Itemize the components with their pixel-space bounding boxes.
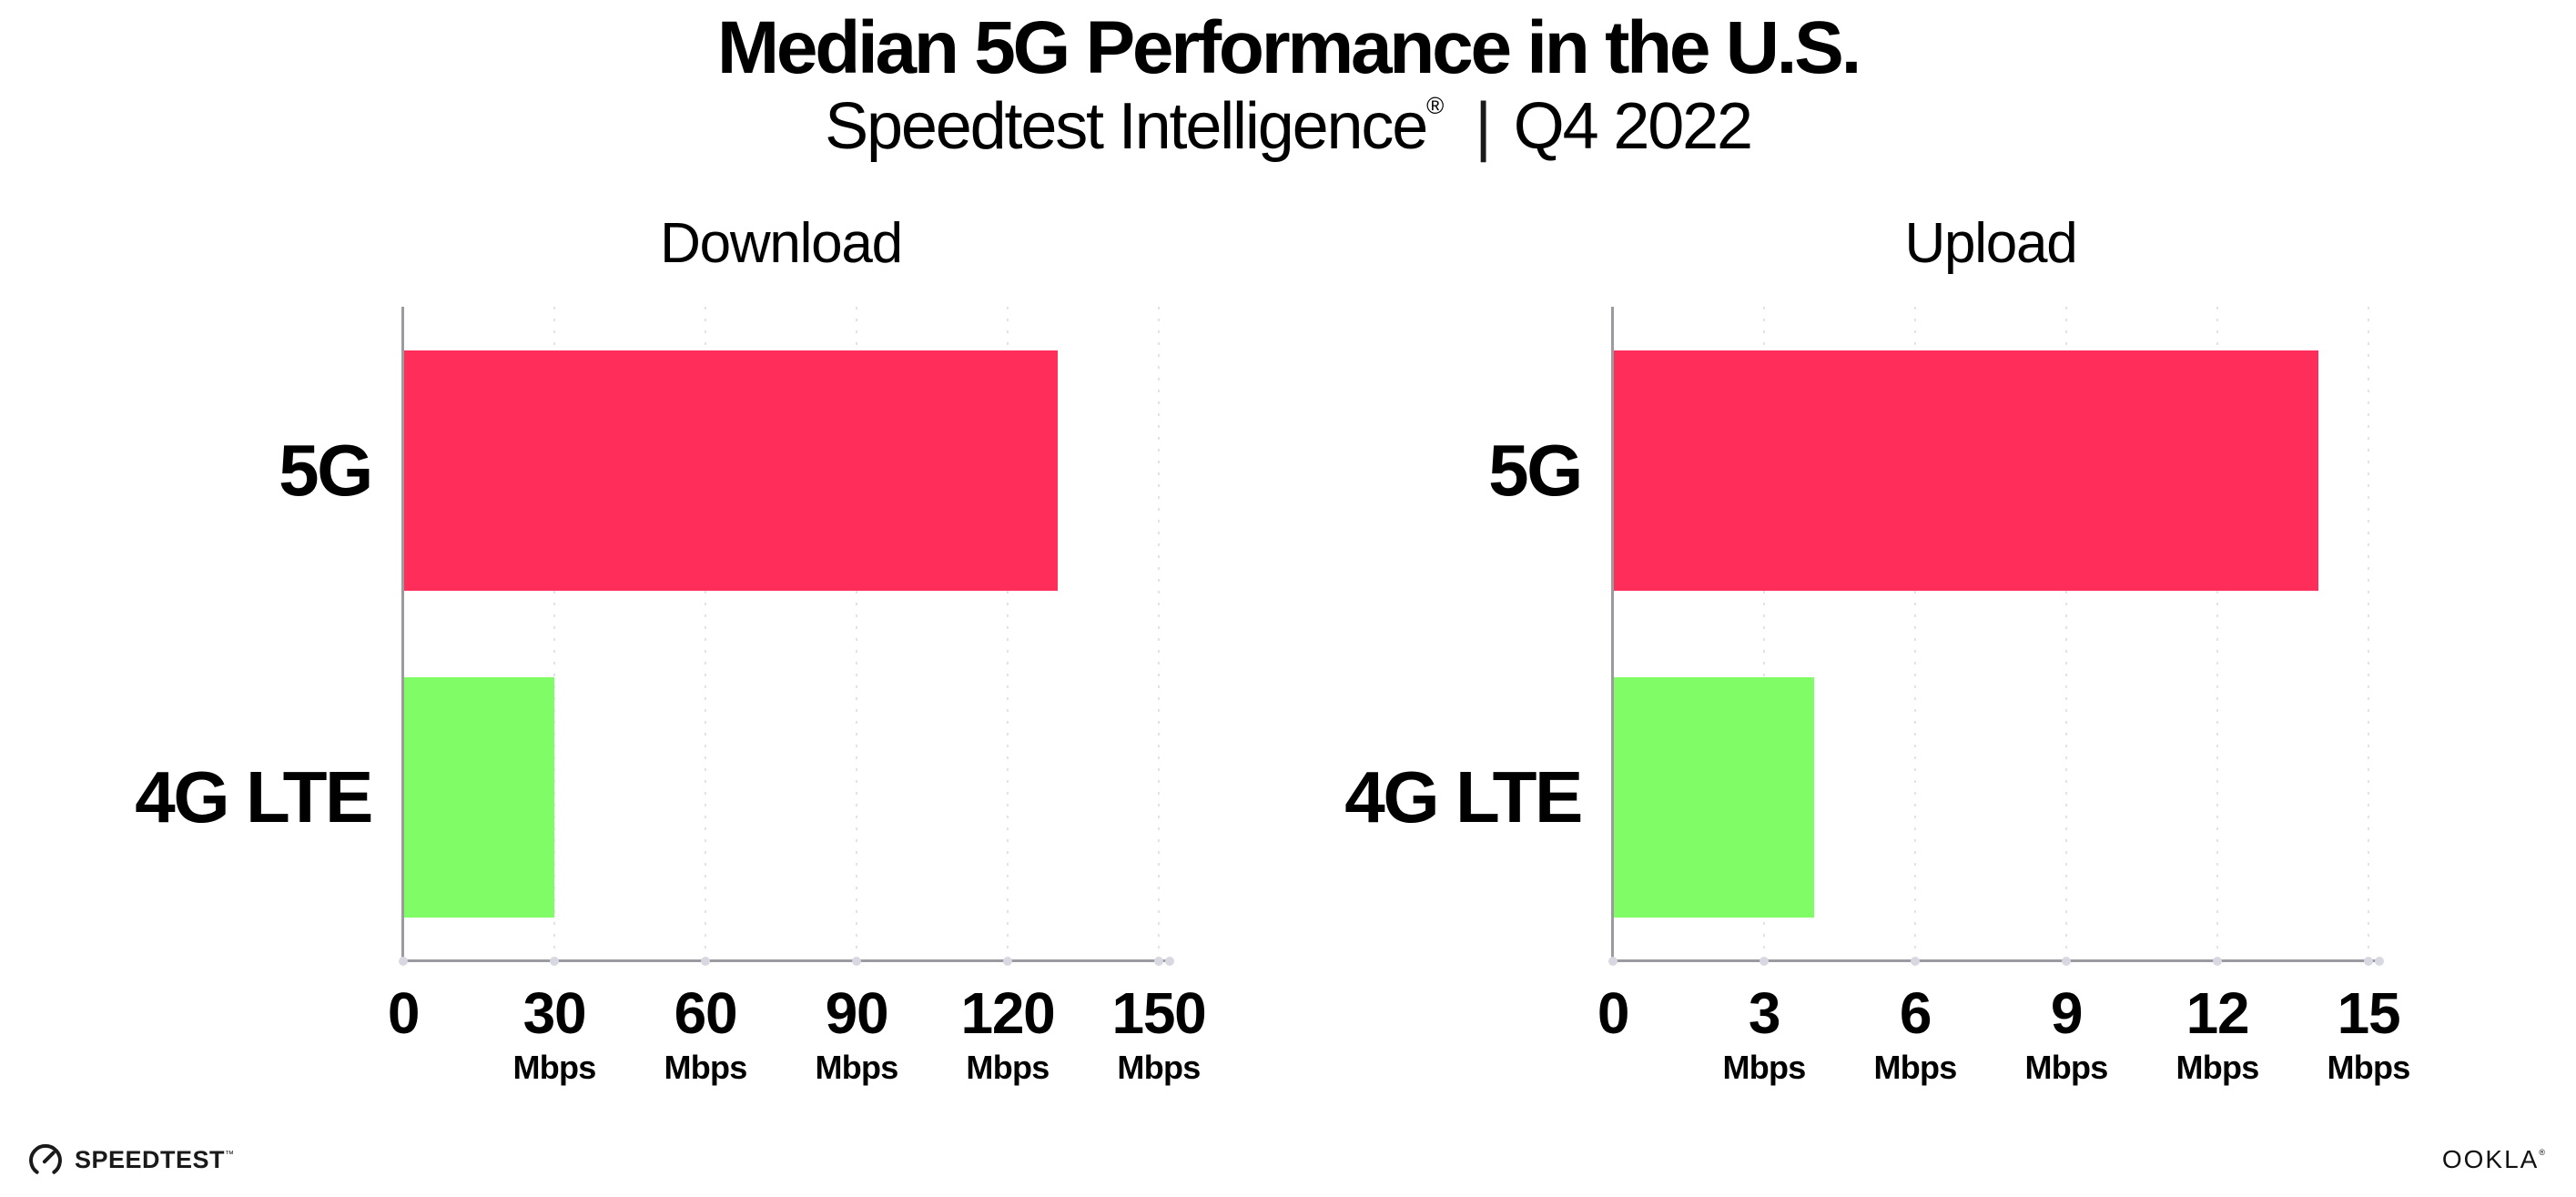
upload-chart-title: Upload	[1904, 212, 2077, 275]
x-tick-unit: Mbps	[966, 1049, 1050, 1086]
subtitle-period: Q4 2022	[1513, 90, 1753, 163]
gridline-9-mbps	[2065, 307, 2067, 960]
download-chart-title: Download	[660, 212, 903, 275]
x-tick-9-mbps: 9 Mbps	[2024, 980, 2108, 1086]
speedtest-logo: SPEEDTEST™	[25, 1140, 235, 1180]
x-tick-value: 90	[825, 980, 889, 1046]
x-tick-0: 0	[387, 980, 421, 1046]
axis-tick-dot	[550, 957, 559, 966]
axis-tick-dot	[1760, 957, 1769, 966]
x-tick-unit: Mbps	[2327, 1049, 2410, 1086]
bar-4g-lte-upload	[1613, 676, 1815, 918]
speedtest-logo-text: SPEEDTEST™	[75, 1145, 235, 1173]
x-tick-15-mbps: 15 Mbps	[2327, 980, 2410, 1086]
x-tick-value: 6	[1899, 980, 1932, 1046]
bar-5g-download	[403, 350, 1059, 591]
x-tick-value: 9	[2050, 980, 2084, 1046]
category-label-5g: 5G	[279, 429, 373, 511]
x-tick-unit: Mbps	[664, 1049, 747, 1086]
axis-tick-dot	[1911, 957, 1920, 966]
gridline-3-mbps	[1763, 307, 1765, 960]
x-tick-unit: Mbps	[2175, 1049, 2259, 1086]
x-tick-value: 12	[2186, 980, 2250, 1046]
axis-tick-dot	[399, 957, 408, 966]
trademark-icon: ™	[225, 1149, 235, 1160]
axis-tick-dot	[1154, 957, 1163, 966]
axis-tick-dot	[2213, 957, 2222, 966]
axis-tick-dot	[1608, 957, 1618, 966]
x-tick-unit: Mbps	[1873, 1049, 1957, 1086]
gridline-30-mbps	[553, 307, 555, 960]
category-label-4g-lte: 4G LTE	[1344, 756, 1583, 837]
page-title: Median 5G Performance in the U.S.	[716, 6, 1861, 89]
x-tick-3-mbps: 3 Mbps	[1722, 980, 1806, 1086]
bar-4g-lte-download	[403, 676, 554, 918]
upload-plot-area: 5G 4G LTE 0 3 Mbps 6 Mbps 9 Mbps 12 Mbps 15 Mbps	[1344, 307, 2410, 1084]
registered-trademark-icon: ®	[2539, 1148, 2545, 1157]
x-axis-line	[1611, 959, 2379, 962]
x-tick-unit: Mbps	[1722, 1049, 1806, 1086]
x-tick-value: 15	[2337, 980, 2401, 1046]
x-tick-value: 3	[1748, 980, 1781, 1046]
registered-trademark-icon: ®	[1426, 92, 1445, 119]
subtitle-separator: |	[1475, 90, 1492, 163]
gridline-15-mbps	[2368, 307, 2369, 960]
axis-tick-dot	[1003, 957, 1012, 966]
x-tick-value: 120	[960, 980, 1056, 1046]
x-tick-unit: Mbps	[512, 1049, 596, 1086]
x-tick-12-mbps: 12 Mbps	[2175, 980, 2259, 1086]
x-tick-value: 0	[1597, 980, 1630, 1046]
axis-tick-dot	[701, 957, 710, 966]
x-tick-value: 60	[674, 980, 738, 1046]
ookla-logo: OOKLA®	[2442, 1145, 2545, 1174]
speedtest-gauge-icon	[29, 1143, 62, 1174]
gridline-150-mbps	[1158, 307, 1160, 960]
gridline-90-mbps	[856, 307, 857, 960]
axis-tick-dot	[852, 957, 861, 966]
x-tick-unit: Mbps	[1117, 1049, 1201, 1086]
x-tick-150-mbps: 150 Mbps	[1111, 980, 1207, 1086]
gridline-120-mbps	[1007, 307, 1009, 960]
x-tick-120-mbps: 120 Mbps	[960, 980, 1056, 1086]
category-label-5g: 5G	[1488, 429, 1583, 511]
axis-tick-dot	[2062, 957, 2071, 966]
x-tick-value: 30	[522, 980, 587, 1046]
x-tick-6-mbps: 6 Mbps	[1873, 980, 1957, 1086]
bar-5g-upload	[1613, 350, 2318, 591]
x-tick-value: 0	[387, 980, 421, 1046]
x-tick-0: 0	[1597, 980, 1630, 1046]
x-tick-30-mbps: 30 Mbps	[512, 980, 596, 1086]
y-axis-line	[1611, 307, 1614, 961]
x-axis-line	[401, 959, 1170, 962]
x-tick-60-mbps: 60 Mbps	[664, 980, 747, 1086]
category-label-4g-lte: 4G LTE	[135, 756, 373, 837]
x-tick-value: 150	[1111, 980, 1207, 1046]
axis-tick-dot	[2364, 957, 2373, 966]
page-subtitle: Speedtest Intelligence® | Q4 2022	[0, 89, 2576, 164]
axis-tick-dot	[1165, 957, 1174, 966]
gridline-6-mbps	[1914, 307, 1916, 960]
x-tick-90-mbps: 90 Mbps	[815, 984, 898, 1084]
download-plot-area: 5G 4G LTE 0 30 Mbps 60 Mbps 90 Mbps 120 Mbps 150 Mbp…	[135, 307, 1207, 1084]
axis-tick-dot	[2375, 957, 2384, 966]
gridline-12-mbps	[2216, 307, 2218, 960]
subtitle-brand: Speedtest Intelligence	[825, 90, 1428, 163]
ookla-logo-text: OOKLA	[2441, 1145, 2540, 1173]
x-tick-unit: Mbps	[815, 1049, 898, 1086]
y-axis-line	[401, 307, 404, 961]
x-tick-unit: Mbps	[2024, 1049, 2108, 1086]
gridline-60-mbps	[705, 307, 706, 960]
